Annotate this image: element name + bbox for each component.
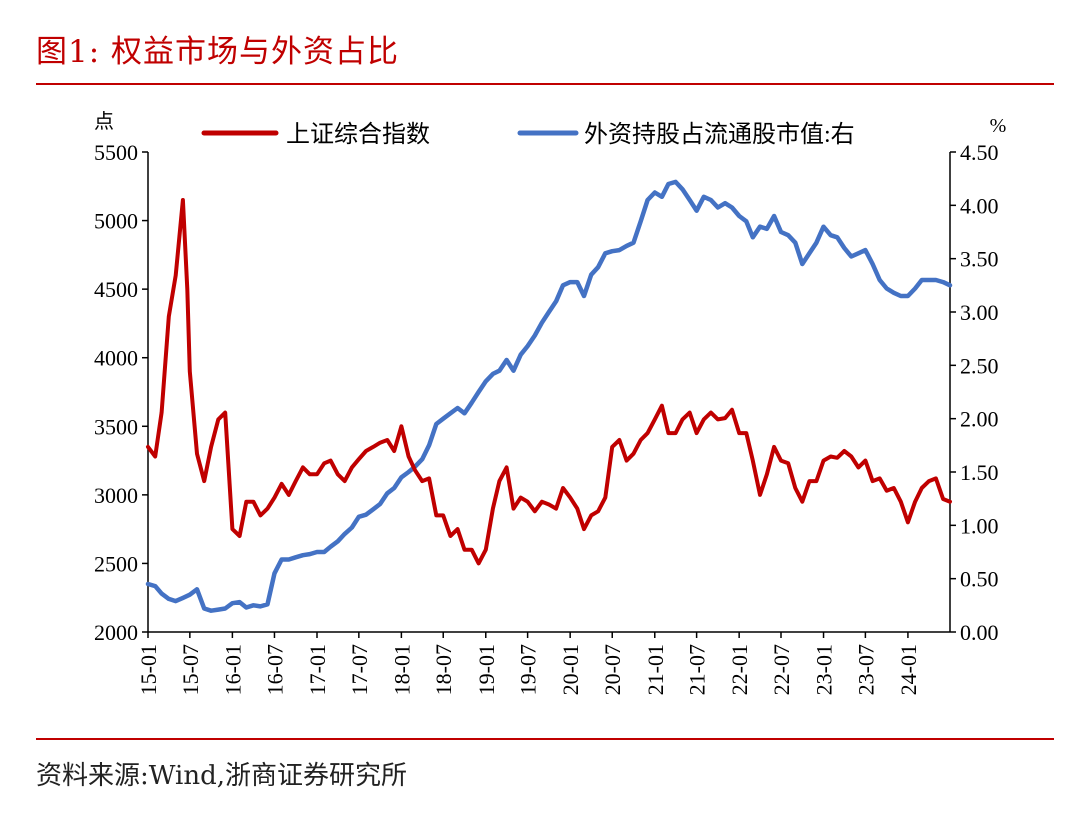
left-tick-label: 3000 [94, 483, 138, 508]
x-tick-label: 22-01 [727, 644, 752, 695]
series-line [145, 179, 953, 613]
right-tick-label: 2.00 [960, 407, 999, 432]
x-tick-label: 21-01 [643, 644, 668, 695]
right-tick-label: 4.50 [960, 140, 999, 165]
x-tick-label: 15-07 [178, 644, 203, 695]
right-tick-label: 4.00 [960, 193, 999, 218]
x-tick-label: 17-07 [347, 644, 372, 695]
right-tick-label: 0.00 [960, 620, 999, 645]
x-tick-label: 23-01 [812, 644, 837, 695]
source-note: 资料来源:Wind,浙商证券研究所 [36, 761, 407, 791]
x-tick-label: 16-07 [262, 644, 287, 695]
x-tick-label: 18-01 [389, 644, 414, 695]
x-tick-label: 19-01 [474, 644, 499, 695]
x-tick-label: 21-07 [685, 644, 710, 695]
chart: 2000 2500 3000 3500 4000 4500 5000 5500 0.00 0.50… [94, 110, 1007, 695]
x-tick-label: 16-01 [220, 644, 245, 695]
bottom-rule [36, 738, 1054, 740]
right-tick-label: 2.50 [960, 353, 999, 378]
x-tick-label: 15-01 [136, 644, 161, 695]
left-tick-label: 3500 [94, 414, 138, 439]
x-tick-label: 22-07 [769, 644, 794, 695]
x-tick-label: 23-07 [853, 644, 878, 695]
figure-title: 图1: 权益市场与外资占比 [36, 34, 400, 70]
left-tick-label: 4000 [94, 346, 138, 371]
left-tick-label: 2000 [94, 620, 138, 645]
left-tick-label: 5500 [94, 140, 138, 165]
left-tick-label: 4500 [94, 277, 138, 302]
left-tick-label: 5000 [94, 209, 138, 234]
x-tick-label: 24-01 [896, 644, 921, 695]
right-tick-label: 3.50 [960, 247, 999, 272]
x-tick-label: 20-01 [558, 644, 583, 695]
series-line [146, 198, 952, 566]
x-tick-label: 17-01 [305, 644, 330, 695]
legend-label: 外资持股占流通股市值:右 [584, 121, 855, 148]
right-tick-label: 1.50 [960, 460, 999, 485]
x-tick-label: 19-07 [516, 644, 541, 695]
right-tick-label: 0.50 [960, 567, 999, 592]
x-tick-label: 20-07 [600, 644, 625, 695]
right-tick-label: 1.00 [960, 513, 999, 538]
x-tick-label: 18-07 [431, 644, 456, 695]
right-unit-label: % [990, 115, 1007, 137]
left-unit-label: 点 [94, 110, 114, 133]
left-tick-label: 2500 [94, 551, 138, 576]
right-tick-label: 3.00 [960, 300, 999, 325]
top-rule [36, 83, 1054, 85]
legend-label: 上证综合指数 [286, 121, 430, 148]
